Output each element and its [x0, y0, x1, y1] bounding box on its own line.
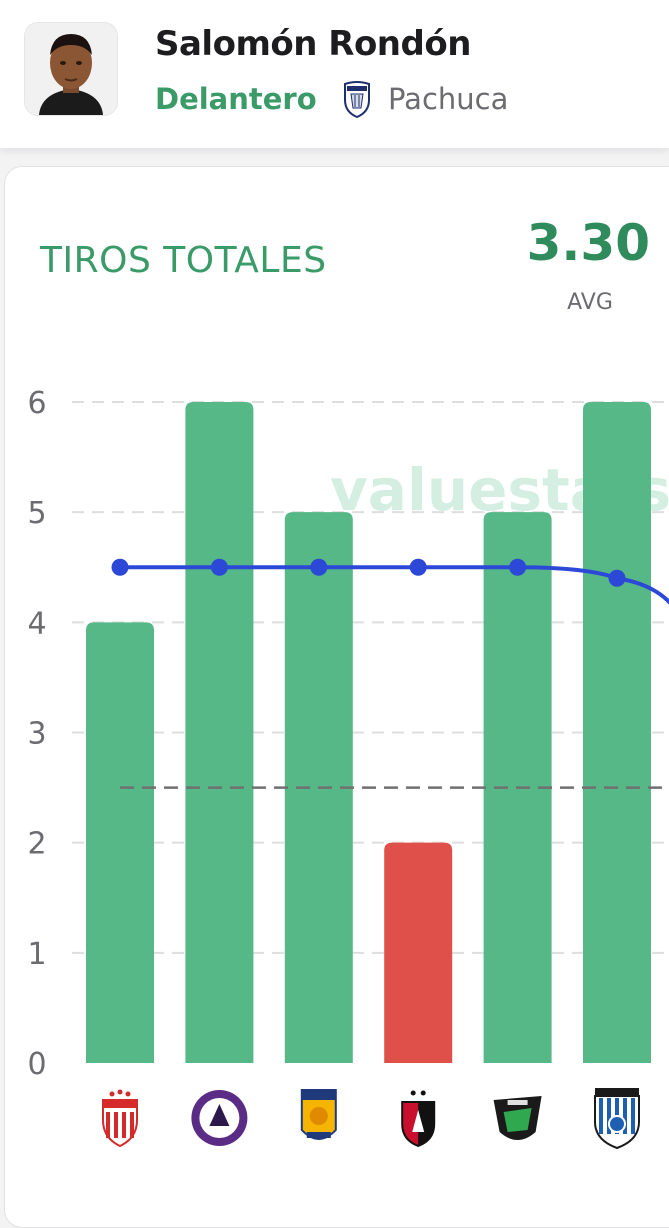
y-tick-label: 2	[27, 827, 46, 862]
trend-point	[409, 558, 427, 576]
queretaro-crest-icon	[594, 1088, 640, 1150]
avg-label: AVG	[567, 290, 613, 315]
player-position: Delantero	[155, 82, 317, 116]
avg-value: 3.30	[526, 214, 650, 272]
tigres-crest-icon	[300, 1089, 337, 1140]
trend-point	[111, 558, 129, 576]
bar	[185, 402, 254, 1063]
pachuca-crest-icon	[344, 81, 370, 118]
player-photo-icon	[25, 23, 117, 115]
y-tick-label: 0	[27, 1047, 46, 1082]
player-avatar	[24, 22, 118, 116]
y-tick-label: 3	[27, 717, 46, 752]
trend-point	[608, 569, 626, 587]
necaxa-crest-icon	[102, 1089, 138, 1148]
atlas-crest-icon	[401, 1090, 436, 1148]
stat-title: TIROS TOTALES	[40, 240, 327, 281]
bar	[583, 402, 651, 1063]
player-name: Salomón Rondón	[155, 24, 471, 64]
juarez-crest-icon	[493, 1096, 542, 1140]
player-header: Salomón Rondón Delantero Pachuca	[0, 0, 669, 148]
bar	[86, 622, 154, 1063]
mazatlan-crest-icon	[191, 1090, 248, 1146]
trend-point	[210, 558, 228, 576]
y-tick-label: 4	[27, 606, 46, 641]
y-tick-label: 1	[27, 937, 46, 972]
y-tick-label: 6	[27, 386, 46, 421]
trend-point	[310, 558, 328, 576]
y-tick-label: 5	[27, 496, 46, 531]
trend-point	[509, 558, 527, 576]
team-name: Pachuca	[388, 82, 509, 116]
bar	[384, 842, 453, 1063]
